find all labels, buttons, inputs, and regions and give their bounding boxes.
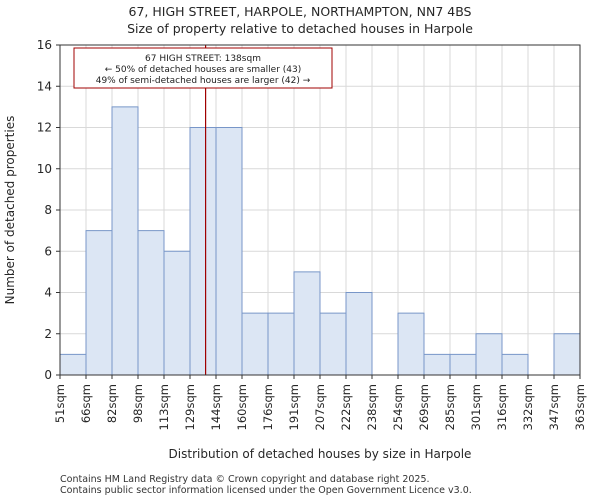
bar-316sqm — [501, 353, 529, 376]
bar-207sqm — [319, 312, 347, 376]
chart-title-line2: Size of property relative to detached ho… — [127, 21, 473, 36]
bar-285sqm — [449, 353, 477, 376]
x-tick-label: 254sqm — [391, 384, 405, 430]
y-tick-label: 6 — [44, 244, 52, 258]
bar-301sqm — [475, 333, 503, 376]
y-tick-label: 8 — [44, 203, 52, 217]
x-tick-label: 176sqm — [261, 384, 275, 430]
y-axis-label: Number of detached properties — [3, 116, 17, 305]
annotation-box: 67 HIGH STREET: 138sqm ← 50% of detached… — [73, 47, 333, 89]
annotation-line-3: 49% of semi-detached houses are larger (… — [96, 76, 311, 86]
x-tick-label: 113sqm — [157, 384, 171, 430]
y-tick-label: 4 — [44, 286, 52, 300]
x-tick-label: 129sqm — [183, 384, 197, 430]
x-tick-label: 207sqm — [313, 384, 327, 430]
x-tick-label: 347sqm — [547, 384, 561, 430]
bar-269sqm — [423, 353, 451, 376]
y-tick-label: 12 — [37, 121, 52, 135]
y-tick-label: 0 — [44, 368, 52, 382]
annotation-line-1: 67 HIGH STREET: 138sqm — [145, 54, 261, 64]
x-tick-label: 66sqm — [79, 384, 93, 423]
x-axis-ticks: 51sqm 66sqm 82sqm 98sqm 113sqm 129sqm 144sqm 16… — [53, 375, 587, 430]
bars — [59, 106, 581, 376]
x-tick-label: 363sqm — [573, 384, 587, 430]
x-tick-label: 144sqm — [209, 384, 223, 430]
x-tick-label: 332sqm — [521, 384, 535, 430]
bar-82sqm — [111, 106, 139, 376]
x-tick-label: 269sqm — [417, 384, 431, 430]
bar-176sqm — [267, 312, 295, 376]
annotation-rect — [73, 47, 333, 89]
bar-113sqm — [163, 250, 191, 376]
bar-160sqm — [241, 312, 269, 376]
y-tick-label: 10 — [37, 162, 52, 176]
footer-line2: Contains public sector information licen… — [60, 485, 472, 496]
x-axis-label: Distribution of detached houses by size … — [169, 447, 472, 461]
x-tick-label: 285sqm — [443, 384, 457, 430]
x-tick-label: 238sqm — [365, 384, 379, 430]
y-tick-label: 2 — [44, 327, 52, 341]
chart-title-line1: 67, HIGH STREET, HARPOLE, NORTHAMPTON, N… — [128, 4, 472, 19]
bar-347sqm — [553, 333, 581, 376]
x-tick-label: 191sqm — [287, 384, 301, 430]
x-tick-label: 160sqm — [235, 384, 249, 430]
bar-129sqm — [189, 127, 217, 376]
x-tick-label: 98sqm — [131, 384, 145, 423]
x-tick-label: 82sqm — [105, 384, 119, 423]
annotation-line-2: ← 50% of detached houses are smaller (43… — [105, 65, 302, 75]
x-tick-label: 301sqm — [469, 384, 483, 430]
footer-line1: Contains HM Land Registry data © Crown c… — [60, 474, 430, 485]
x-tick-label: 51sqm — [53, 384, 67, 423]
y-axis-ticks: 0 2 4 6 8 10 12 14 16 — [37, 38, 60, 382]
y-tick-label: 16 — [37, 38, 52, 52]
bar-98sqm — [137, 230, 165, 376]
x-tick-label: 316sqm — [495, 384, 509, 430]
bar-51sqm — [59, 353, 87, 376]
bar-144sqm — [215, 127, 243, 376]
bar-191sqm — [293, 271, 321, 376]
bar-254sqm — [397, 312, 425, 376]
bar-222sqm — [345, 292, 373, 376]
bar-66sqm — [85, 230, 113, 376]
x-tick-label: 222sqm — [339, 384, 353, 430]
y-tick-label: 14 — [37, 79, 52, 93]
